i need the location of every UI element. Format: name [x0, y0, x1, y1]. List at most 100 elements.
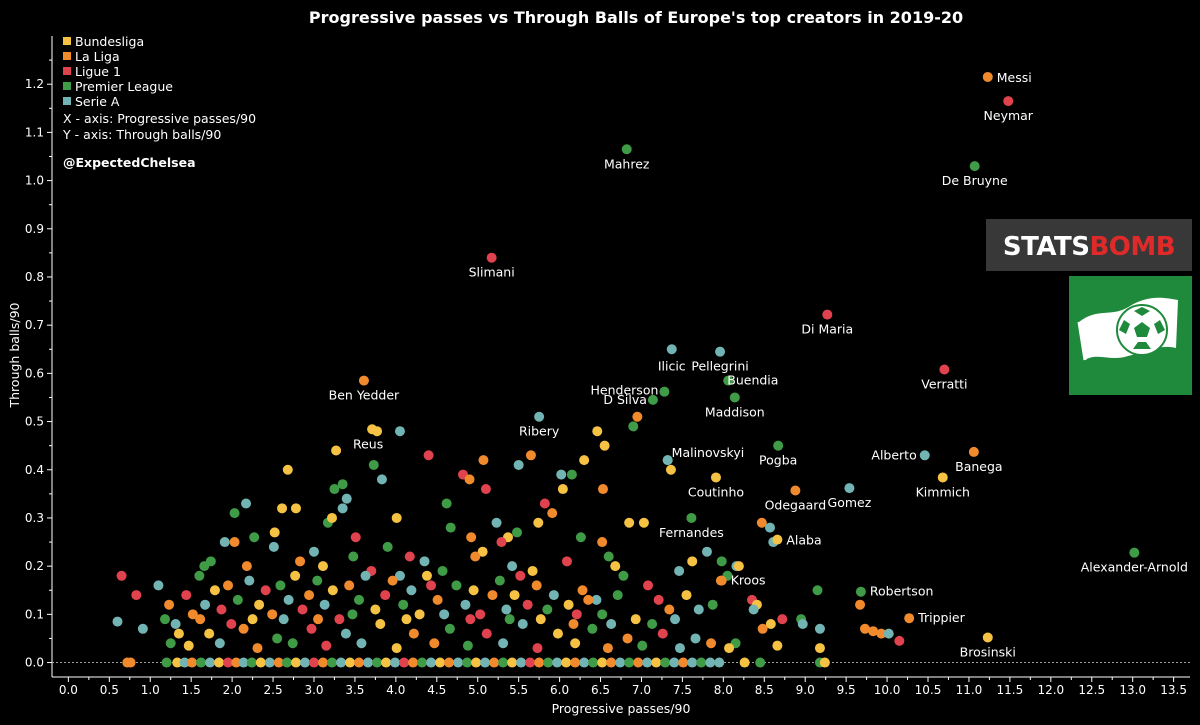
data-point: [637, 640, 648, 651]
data-point: [223, 580, 234, 591]
data-point: [512, 527, 523, 538]
data-point: [350, 532, 361, 543]
data-point-labeled: [969, 161, 980, 172]
data-point: [674, 643, 685, 654]
data-point: [468, 585, 479, 596]
data-point: [249, 532, 260, 543]
data-point: [264, 657, 275, 668]
data-point: [665, 464, 676, 475]
data-point-labeled: [919, 450, 930, 461]
y-tick-label: 0.5: [25, 415, 44, 429]
data-point: [394, 570, 405, 581]
data-point: [345, 657, 356, 668]
legend-entry: La Liga: [75, 49, 120, 64]
x-tick-label: 10.0: [874, 683, 901, 697]
x-tick-label: 5.0: [468, 683, 487, 697]
data-point: [194, 570, 205, 581]
data-point: [561, 556, 572, 567]
data-point: [408, 657, 419, 668]
data-point: [477, 546, 488, 557]
data-point: [429, 638, 440, 649]
data-point: [226, 618, 237, 629]
data-point: [498, 638, 509, 649]
data-point-labeled: [939, 364, 950, 375]
data-point: [445, 522, 456, 533]
data-point: [772, 640, 783, 651]
data-point: [277, 503, 288, 514]
data-point-labeled: [621, 144, 632, 155]
point-label: Neymar: [984, 108, 1034, 123]
data-point-labeled: [904, 613, 915, 624]
data-point-labeled: [534, 411, 545, 422]
data-point: [179, 657, 190, 668]
point-label: Alberto: [871, 447, 916, 462]
data-point: [391, 643, 402, 654]
point-label: Robertson: [870, 584, 934, 599]
data-point-labeled: [982, 632, 993, 643]
data-point: [606, 657, 617, 668]
x-tick-label: 8.5: [755, 683, 774, 697]
data-point: [724, 643, 735, 654]
point-label: De Bruyne: [942, 173, 1008, 188]
point-label: Malinovskyi: [672, 445, 745, 460]
legend-swatch: [63, 67, 71, 75]
data-point: [439, 609, 450, 620]
data-point-labeled: [790, 485, 801, 496]
data-point: [628, 421, 639, 432]
data-point: [308, 657, 319, 668]
data-point: [390, 657, 401, 668]
data-point: [507, 561, 518, 572]
data-point: [153, 580, 164, 591]
data-point-labeled: [822, 309, 833, 320]
data-point-labeled: [968, 446, 979, 457]
data-point: [426, 580, 437, 591]
y-axis-note: Y - axis: Through balls/90: [62, 127, 221, 142]
data-point: [426, 657, 437, 668]
data-point: [247, 614, 258, 625]
data-point: [509, 590, 520, 601]
x-tick-label: 5.5: [509, 683, 528, 697]
data-point: [462, 640, 473, 651]
y-tick-label: 0.0: [25, 656, 44, 670]
data-point-labeled: [729, 392, 740, 403]
x-axis-label: Progressive passes/90: [552, 701, 691, 716]
data-point: [290, 503, 301, 514]
statsbomb-logo: STATSBOMB: [986, 219, 1192, 271]
point-label: Messi: [997, 70, 1032, 85]
data-point: [765, 522, 776, 533]
data-point: [577, 585, 588, 596]
credit-handle: @ExpectedChelsea: [63, 155, 196, 170]
data-point: [632, 411, 643, 422]
y-tick-label: 1.2: [25, 77, 44, 91]
point-labels: Messi Neymar De Bruyne Mahrez Slimani Di Mari…: [329, 70, 1188, 660]
data-point: [360, 570, 371, 581]
x-tick-label: 2.0: [223, 683, 242, 697]
data-point: [398, 599, 409, 610]
x-tick-label: 3.0: [304, 683, 323, 697]
data-point: [481, 628, 492, 639]
data-point: [624, 657, 635, 668]
data-point: [552, 657, 563, 668]
point-label: Ben Yedder: [329, 388, 400, 403]
data-point: [515, 570, 526, 581]
y-tick-label: 0.3: [25, 511, 44, 525]
data-point: [326, 512, 337, 523]
data-point: [633, 657, 644, 668]
data-point: [319, 599, 330, 610]
legend-swatch: [63, 97, 71, 105]
y-tick-label: 1.0: [25, 174, 44, 188]
data-point: [588, 657, 599, 668]
point-label: Slimani: [469, 265, 515, 280]
data-point: [321, 640, 332, 651]
data-point: [231, 657, 242, 668]
data-point: [777, 614, 788, 625]
data-point: [525, 657, 536, 668]
data-point: [281, 657, 292, 668]
data-point: [624, 517, 635, 528]
x-tick-label: 11.0: [956, 683, 983, 697]
data-point: [533, 517, 544, 528]
data-point: [630, 614, 641, 625]
data-point: [464, 474, 475, 485]
data-point: [219, 537, 230, 548]
x-tick-label: 9.0: [796, 683, 815, 697]
